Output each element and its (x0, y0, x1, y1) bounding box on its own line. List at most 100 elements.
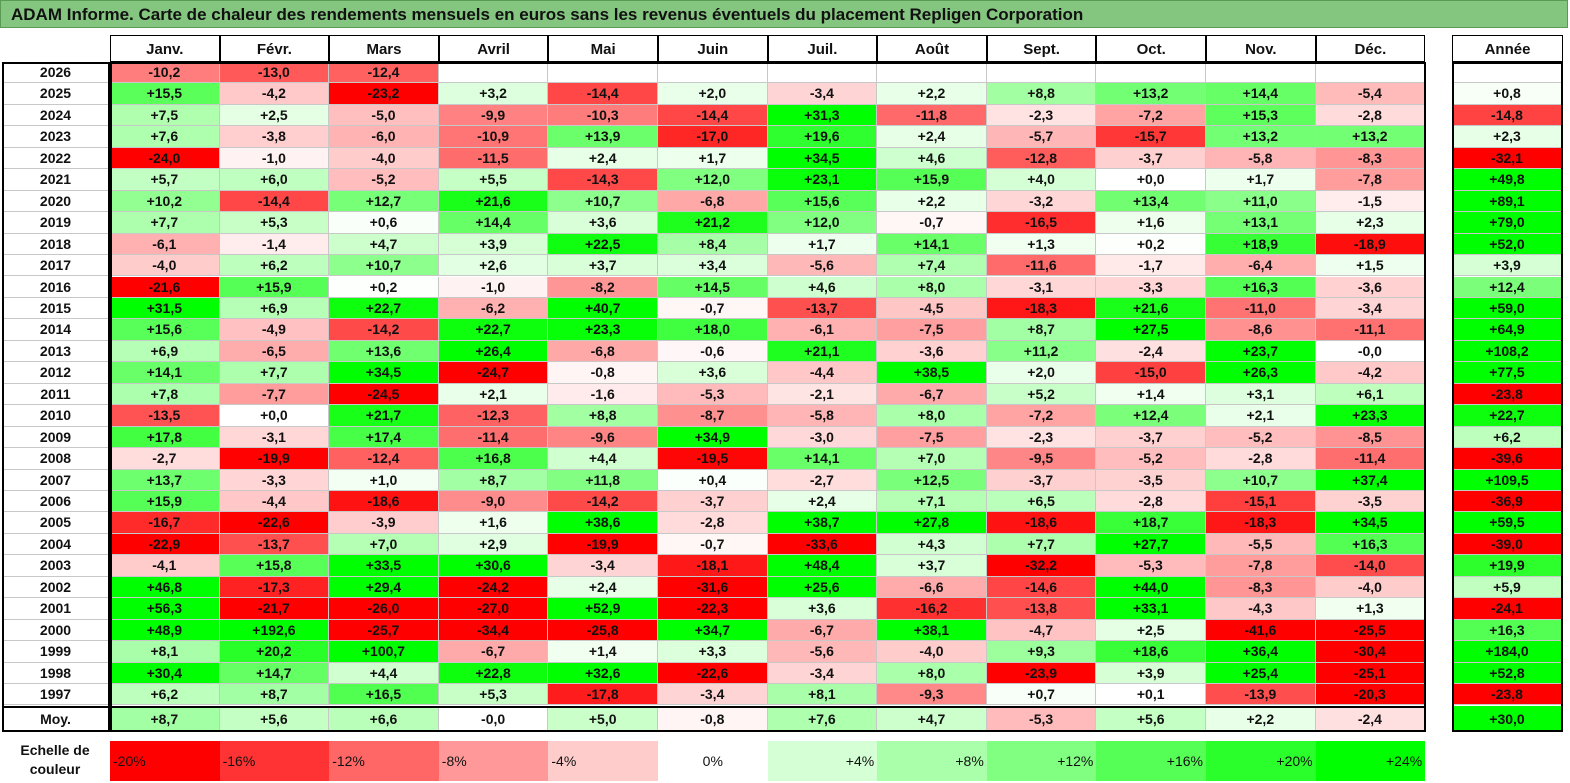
annual-cell: -36,9 (1452, 491, 1563, 513)
heatmap-cell: +8,0 (877, 405, 987, 427)
heatmap-cell (1206, 62, 1316, 84)
month-header: Oct. (1096, 35, 1206, 62)
heatmap-cell: +8,0 (877, 662, 987, 685)
heatmap-cell: +11,8 (548, 469, 658, 491)
heatmap-cell: +12,7 (329, 190, 439, 213)
year-label: 2005 (2, 512, 110, 534)
heatmap-cell: -17,8 (548, 684, 658, 706)
heatmap-cell: -3,5 (1315, 491, 1426, 513)
heatmap-cell: +25,6 (767, 576, 878, 599)
heatmap-cell: -19,5 (658, 448, 768, 470)
heatmap-cell: +0,2 (1096, 233, 1206, 256)
heatmap-cell: -0,7 (658, 533, 768, 556)
heatmap-cell: +12,0 (658, 169, 768, 191)
heatmap-cell: -41,6 (1206, 619, 1316, 642)
heatmap-cell: -22,6 (219, 512, 330, 534)
heatmap-cell: +7,7 (986, 533, 1097, 556)
heatmap-cell: +14,1 (767, 448, 878, 470)
year-label: 2004 (2, 533, 110, 556)
average-cell: +7,6 (767, 705, 878, 732)
heatmap-cell: -3,3 (1096, 276, 1206, 298)
heatmap-cell: +21,6 (1096, 297, 1206, 320)
heatmap-cell: -4,9 (219, 319, 330, 341)
heatmap-cell: -3,5 (1096, 469, 1206, 491)
heatmap-cell: +1,7 (658, 147, 768, 170)
average-cell: +8,7 (110, 705, 220, 732)
average-cell: -5,3 (986, 705, 1097, 732)
heatmap-cell: +15,9 (877, 169, 987, 191)
heatmap-cell: -9,9 (438, 104, 549, 127)
heatmap-cell: +31,5 (110, 297, 220, 320)
year-label: 2017 (2, 255, 110, 277)
heatmap-cell: +22,7 (329, 297, 439, 320)
heatmap-cell: -2,7 (110, 448, 220, 470)
heatmap-cell: +8,7 (438, 469, 549, 491)
heatmap-cell: -7,8 (1206, 555, 1316, 577)
heatmap-cell: +21,2 (658, 212, 768, 234)
heatmap-cell: +30,6 (438, 555, 549, 577)
heatmap-cell: -6,7 (767, 619, 878, 642)
heatmap-cell: -14,4 (219, 190, 330, 213)
heatmap-cell: +2,9 (438, 533, 549, 556)
heatmap-cell: -4,4 (767, 362, 878, 384)
heatmap-cell: -6,1 (767, 319, 878, 341)
heatmap-cell: +22,8 (438, 662, 549, 685)
heatmap-cell: +25,4 (1206, 662, 1316, 685)
annual-cell: +0,8 (1452, 83, 1563, 105)
heatmap-cell: -8,7 (658, 405, 768, 427)
color-scale-swatch: -16% (219, 741, 330, 781)
heatmap-cell (548, 62, 658, 84)
heatmap-cell: -3,4 (767, 83, 878, 105)
heatmap-cell: +3,6 (658, 362, 768, 384)
heatmap-cell: +27,5 (1096, 319, 1206, 341)
heatmap-cell: -34,4 (438, 619, 549, 642)
heatmap-cell: +2,3 (1315, 212, 1426, 234)
heatmap-cell: +36,4 (1206, 641, 1316, 663)
heatmap-cell: -6,8 (548, 340, 658, 363)
heatmap-cell: -5,7 (986, 126, 1097, 148)
heatmap-cell: -27,0 (438, 598, 549, 620)
heatmap-cell: +3,4 (658, 255, 768, 277)
heatmap-cell: -4,5 (877, 297, 987, 320)
heatmap-cell: +3,7 (877, 555, 987, 577)
heatmap-cell: -5,5 (1206, 533, 1316, 556)
heatmap-cell: +48,9 (110, 619, 220, 642)
average-cell: +5,6 (219, 705, 330, 732)
heatmap-cell: +0,1 (1096, 684, 1206, 706)
heatmap-cell: -24,7 (438, 362, 549, 384)
year-label: 2024 (2, 104, 110, 127)
annual-cell: +19,9 (1452, 555, 1563, 577)
heatmap-cell: +2,2 (877, 83, 987, 105)
annual-cell: +109,5 (1452, 469, 1563, 491)
annual-cell: +16,3 (1452, 619, 1563, 642)
heatmap-cell: +1,6 (1096, 212, 1206, 234)
heatmap-cell: +44,0 (1096, 576, 1206, 599)
heatmap-cell: -5,4 (1315, 83, 1426, 105)
month-header: Sept. (986, 35, 1097, 62)
heatmap-cell: -2,1 (767, 383, 878, 406)
heatmap-cell: -6,4 (1206, 255, 1316, 277)
annual-cell: +2,3 (1452, 126, 1563, 148)
heatmap-cell: +21,7 (329, 405, 439, 427)
annual-cell: +59,0 (1452, 297, 1563, 320)
heatmap-cell: +2,5 (219, 104, 330, 127)
heatmap-cell: +13,7 (110, 469, 220, 491)
heatmap-cell: +192,6 (219, 619, 330, 642)
average-cell: +6,6 (329, 705, 439, 732)
heatmap-cell: -23,2 (329, 83, 439, 105)
heatmap-cell: -11,8 (877, 104, 987, 127)
heatmap-cell: -10,3 (548, 104, 658, 127)
heatmap-cell: +23,3 (548, 319, 658, 341)
heatmap-cell: +17,8 (110, 426, 220, 449)
year-label: 2015 (2, 297, 110, 320)
heatmap-cell: -15,7 (1096, 126, 1206, 148)
heatmap-cell: +8,1 (767, 684, 878, 706)
heatmap-cell: -13,9 (1206, 684, 1316, 706)
heatmap-cell: -6,0 (329, 126, 439, 148)
heatmap-cell: +7,7 (219, 362, 330, 384)
annual-cell: -39,6 (1452, 448, 1563, 470)
year-label: 2010 (2, 405, 110, 427)
heatmap-cell: +8,8 (548, 405, 658, 427)
heatmap-cell: -2,8 (1206, 448, 1316, 470)
heatmap-cell: -32,2 (986, 555, 1097, 577)
